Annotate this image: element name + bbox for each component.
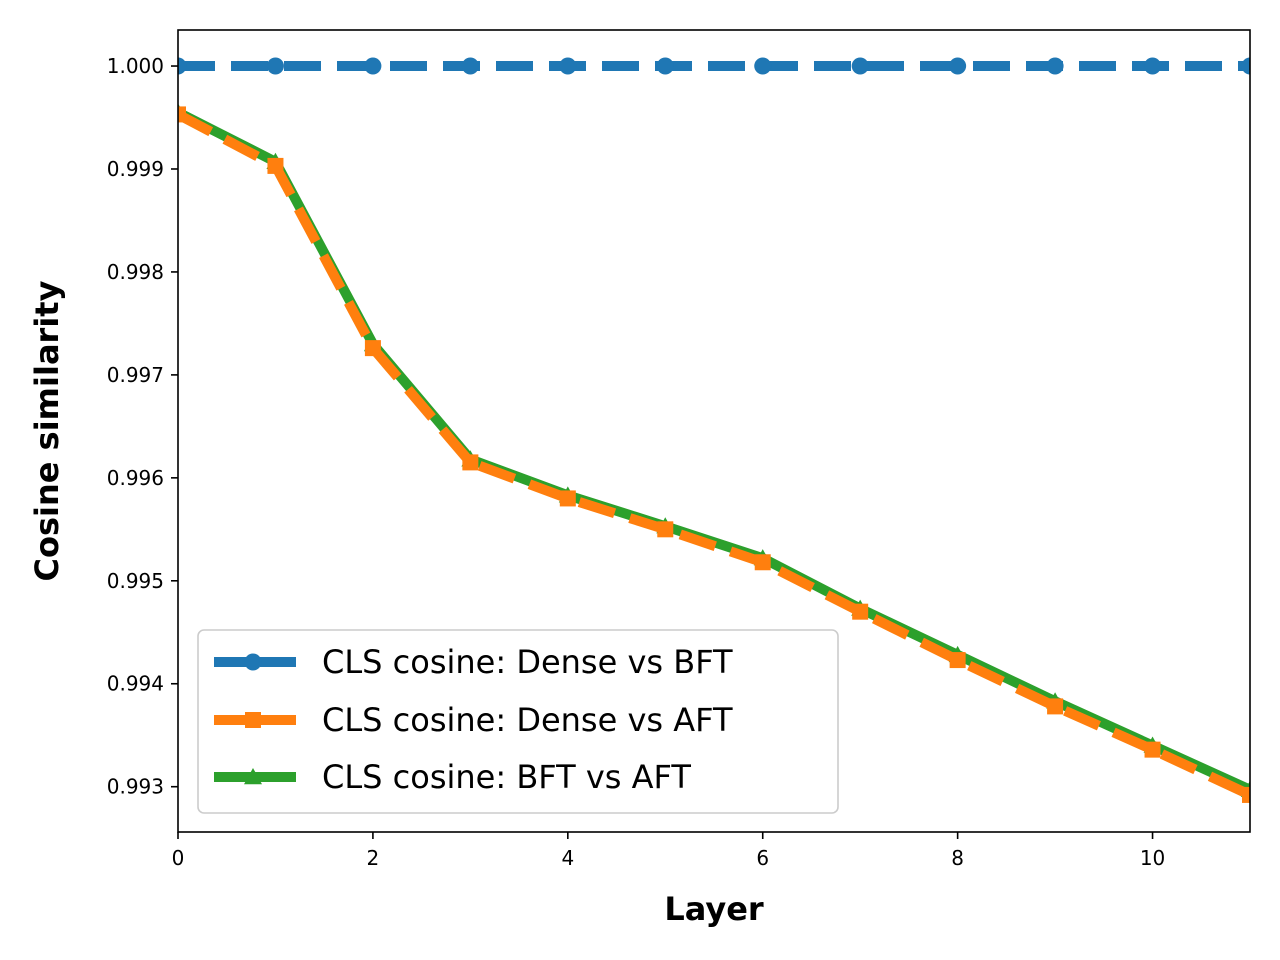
y-tick-label: 0.997: [107, 363, 164, 387]
y-tick-label: 0.993: [107, 775, 164, 799]
data-point: [949, 652, 966, 669]
data-point: [656, 57, 674, 75]
series-layer: [178, 57, 1250, 803]
y-tick-label: 0.996: [107, 466, 164, 490]
legend-label: CLS cosine: BFT vs AFT: [322, 758, 691, 796]
y-axis-label: Cosine similarity: [28, 280, 66, 581]
x-tick-label: 8: [951, 846, 964, 870]
axes-frame: [177, 29, 1251, 833]
data-point: [1046, 57, 1064, 75]
legend: CLS cosine: Dense vs BFT CLS cosine: Dens…: [197, 629, 839, 814]
legend-entry: CLS cosine: Dense vs BFT: [214, 643, 733, 681]
data-point: [1241, 57, 1250, 75]
data-point: [559, 490, 576, 507]
data-point: [178, 57, 187, 75]
legend-entry: CLS cosine: Dense vs AFT: [214, 701, 733, 739]
legend-marker: [245, 712, 261, 728]
series-0: [178, 57, 1250, 75]
data-point: [754, 554, 771, 571]
data-point: [949, 57, 967, 75]
x-tick-label: 0: [172, 846, 185, 870]
y-axis-ticks: 0.993 0.994 0.995 0.996 0.997 0.998 0.999 1.000: [107, 54, 178, 799]
data-point: [657, 521, 674, 538]
y-tick-label: 0.995: [107, 569, 164, 593]
x-tick-label: 2: [367, 846, 380, 870]
data-point: [754, 57, 772, 75]
data-point: [462, 454, 479, 471]
data-point: [364, 340, 381, 357]
series-1: [178, 106, 1250, 803]
legend-entry: CLS cosine: BFT vs AFT: [214, 758, 691, 796]
y-tick-label: 0.994: [107, 672, 164, 696]
data-point: [851, 57, 869, 75]
legend-label: CLS cosine: Dense vs AFT: [322, 701, 733, 739]
data-point: [267, 157, 284, 174]
y-tick-label: 0.998: [107, 260, 164, 284]
legend-marker: [244, 768, 262, 785]
data-point: [461, 57, 479, 75]
data-point: [364, 57, 382, 75]
series-line: [178, 109, 1250, 800]
data-point: [266, 57, 284, 75]
data-point: [178, 106, 186, 123]
data-point: [1047, 698, 1064, 715]
x-tick-label: 6: [756, 846, 769, 870]
legend-marker: [244, 653, 262, 671]
data-point: [852, 603, 869, 620]
y-tick-label: 1.000: [107, 54, 164, 78]
legend-box: [197, 629, 839, 814]
x-axis-ticks: 0 2 4 6 8 10: [172, 832, 1165, 870]
x-axis-label: Layer: [664, 890, 764, 928]
data-point: [1144, 57, 1162, 75]
data-point: [1242, 786, 1250, 803]
x-tick-label: 10: [1140, 846, 1165, 870]
data-point: [1144, 741, 1161, 758]
legend-label: CLS cosine: Dense vs BFT: [322, 643, 733, 681]
x-tick-label: 4: [561, 846, 574, 870]
y-tick-label: 0.999: [107, 157, 164, 181]
data-point: [559, 57, 577, 75]
